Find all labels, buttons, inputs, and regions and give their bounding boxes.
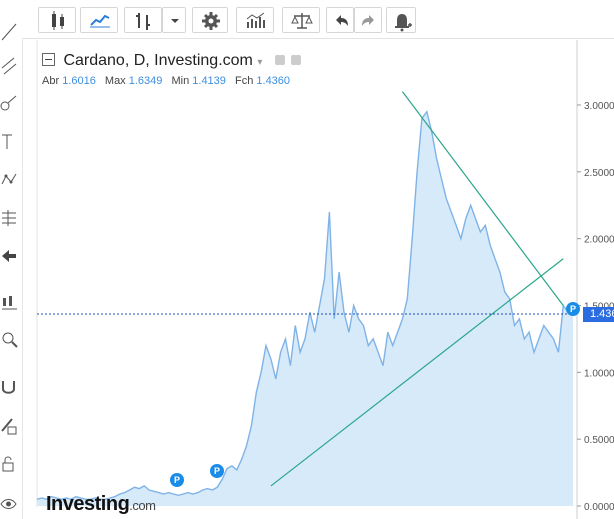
y-tick-label: 2.5000	[584, 168, 614, 179]
price-line	[36, 110, 574, 501]
line-chart-icon[interactable]	[80, 7, 118, 33]
y-tick-label: 3.0000	[584, 101, 614, 112]
back-arrow-icon[interactable]	[0, 246, 20, 266]
candles-icon[interactable]	[38, 7, 76, 33]
redo-icon[interactable]	[354, 7, 382, 33]
max-label: Max	[104, 75, 126, 87]
event-badge[interactable]: P	[210, 464, 224, 478]
indicators-icon[interactable]	[236, 7, 274, 33]
trendline[interactable]	[401, 91, 564, 306]
zoom-icon[interactable]	[0, 330, 20, 350]
drawing-toolbar	[0, 23, 23, 519]
lock-icon[interactable]	[0, 454, 20, 474]
alert-bell-icon[interactable]	[386, 7, 416, 33]
collapse-legend-icon[interactable]	[42, 53, 55, 66]
y-tick-label: 2.0000	[584, 235, 614, 246]
min-value: 1.4139	[192, 75, 226, 87]
trendline[interactable]	[270, 258, 564, 487]
logo-domain: .com	[129, 498, 156, 513]
candle-pattern-icon[interactable]	[0, 292, 20, 312]
legend-hide-icon[interactable]	[274, 55, 285, 65]
text-tool-icon[interactable]	[0, 132, 20, 152]
y-tick-label: 0.5000	[584, 435, 614, 446]
y-tick-label: 1.0000	[584, 368, 614, 379]
min-label: Min	[171, 75, 190, 87]
fib-tool-icon[interactable]	[0, 208, 20, 228]
top-toolbar	[0, 0, 614, 39]
price-area-fill	[37, 111, 573, 506]
dropdown-icon[interactable]	[162, 7, 186, 33]
chart-legend: Cardano, D, Investing.com ▾	[42, 52, 302, 70]
gear-icon[interactable]	[192, 7, 228, 33]
event-badge[interactable]: P	[170, 473, 184, 487]
eye-icon[interactable]	[0, 494, 20, 514]
undo-icon[interactable]	[326, 7, 354, 33]
y-tick-label: 0.0000	[584, 502, 614, 513]
close-label: Fch	[234, 75, 254, 87]
investing-logo: Investing.com	[46, 493, 156, 516]
brush-tool-icon[interactable]	[0, 94, 20, 114]
logo-name: Investing	[46, 493, 130, 515]
line-tool-icon[interactable]	[0, 18, 20, 42]
lock-drawing-icon[interactable]	[0, 416, 20, 436]
legend-settings-icon[interactable]	[291, 55, 302, 65]
chart-title: Cardano, D, Investing.com	[63, 52, 253, 69]
bars-icon[interactable]	[124, 7, 162, 33]
current-price-tag: 1.4360	[583, 307, 614, 322]
open-value: 1.6016	[62, 75, 96, 87]
scale-icon[interactable]	[282, 7, 320, 33]
channel-tool-icon[interactable]	[0, 56, 20, 76]
event-badge[interactable]: P	[566, 302, 580, 316]
magnet-icon[interactable]	[0, 378, 20, 398]
legend-dropdown-icon[interactable]: ▾	[257, 57, 263, 68]
pattern-tool-icon[interactable]	[0, 170, 20, 190]
close-value: 1.4360	[256, 75, 291, 87]
open-label: Abr	[42, 75, 60, 87]
max-value: 1.6349	[128, 75, 163, 87]
ohlc-values: Abr 1.6016 Max 1.6349 Min 1.4139 Fch 1.4…	[42, 75, 296, 87]
